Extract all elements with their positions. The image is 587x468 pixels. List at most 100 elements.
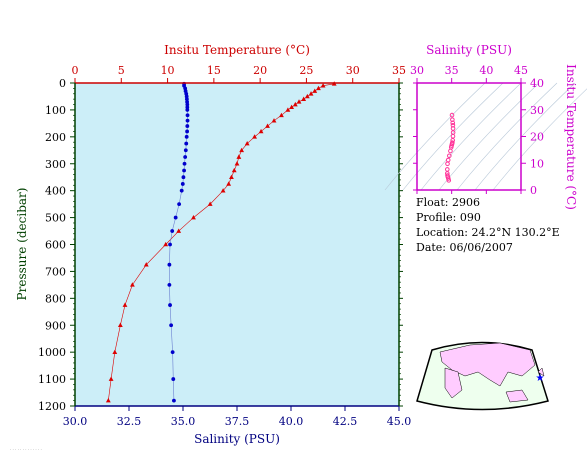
ts-point [450,120,456,126]
salinity-point [185,118,190,123]
ts-point [448,148,453,154]
salinity-point [185,105,190,110]
main-profile-plot: 0 5 10 15 20 25 30 35 30.0 32.5 35.0 37.5 40.0 42.5 4… [15,43,411,446]
temperature-point [231,167,237,173]
temperature-point [292,101,298,107]
pressure-tick-label: 0 [59,77,66,90]
temperature-point [122,302,128,307]
ts-point [446,176,451,181]
salinity-point [180,182,185,186]
temperature-point [143,262,149,267]
salinity-point [173,215,178,220]
temperature-tick-label: 35 [392,64,406,77]
footer-mark: · · · · · · · · · · · · · [10,447,42,452]
temperature-point [226,181,232,186]
temperature-tick-label: 30 [346,64,360,77]
temperature-tick-label: 20 [253,64,267,77]
temperature-point [163,241,169,247]
temperature-point [207,201,213,206]
salinity-point [183,155,188,159]
ts-x-tick-label: 45 [514,64,528,77]
temperature-point [176,228,182,233]
salinity-point [172,398,176,403]
salinity-point [184,134,189,139]
salinity-point [171,377,176,381]
density-isoline [384,82,486,191]
temperature-tick-label: 10 [161,64,175,77]
temperature-point [191,214,196,220]
temperature-point [312,88,318,93]
map-land [439,342,545,403]
salinity-tick-label: 30.0 [63,415,88,428]
salinity-point [182,161,187,166]
pressure-axis-label: Pressure (decibar) [15,188,29,301]
pressure-tick-label: 400 [45,185,66,198]
salinity-axis-label: Salinity (PSU) [194,432,280,446]
pressure-tick-label: 700 [45,265,66,278]
pressure-tick-label: 900 [45,319,66,332]
temperature-point [220,188,226,193]
temperature-point [320,83,326,88]
salinity-tick-label: 32.5 [117,415,142,428]
temperature-point [234,161,240,166]
temperature-tick-label: 15 [207,64,221,77]
ts-y-tick-label: 40 [530,77,544,90]
salinity-point [183,148,188,153]
salinity-point [182,168,186,173]
salinity-point [185,102,190,107]
salinity-point [181,175,186,180]
temperature-point [105,398,111,403]
ts-x-tick-label: 30 [410,64,424,77]
ts-point [447,153,452,159]
temperature-point [271,118,277,123]
location-map: ★ [416,341,549,411]
pressure-tick-label: 100 [45,104,66,117]
main-plot-background [75,83,399,406]
salinity-tick-label: 35.0 [171,415,196,428]
temperature-point [279,112,284,118]
salinity-tick-label: 45.0 [387,415,412,428]
temperature-point [296,99,302,104]
salinity-point [185,108,190,112]
salinity-point [185,124,190,128]
temperature-point [229,174,234,180]
salinity-point [185,113,190,118]
ts-y-tick-label: 0 [530,184,537,197]
ts-point [445,161,450,167]
float-location-star: ★ [536,373,545,384]
location-text: Location: 24.2°N 130.2°E [416,226,560,239]
temperature-point [289,104,295,110]
temperature-point [244,140,250,146]
temperature-point [252,134,257,139]
pressure-tick-label: 500 [45,212,66,225]
temperature-point [308,91,314,96]
density-isoline [492,88,587,191]
pressure-tick-label: 200 [45,131,66,144]
salinity-tick-label: 37.5 [225,415,250,428]
salinity-point [169,323,174,328]
temperature-point [239,147,245,153]
temperature-tick-label: 0 [72,64,79,77]
temperature-point [236,154,242,159]
profile-number: Profile: 090 [416,211,481,224]
ts-y-tick-label: 20 [530,131,544,144]
salinity-point [168,303,172,307]
salinity-point [170,350,175,355]
pressure-tick-label: 600 [45,239,66,252]
salinity-point [170,229,175,233]
salinity-tick-label: 42.5 [333,415,358,428]
ts-y-tick-label: 30 [530,104,544,117]
salinity-point [179,188,184,193]
float-id: Float: 2906 [416,196,480,209]
temperature-point [265,123,270,128]
ts-y-tick-label: 10 [530,157,544,170]
temperature-axis-label: Insitu Temperature (°C) [164,43,310,57]
ts-x-tick-label: 40 [479,64,493,77]
date-text: Date: 06/06/2007 [416,241,513,254]
temperature-point [301,96,307,101]
salinity-point [177,202,182,207]
salinity-tick-label: 40.0 [279,415,304,428]
pressure-tick-label: 300 [45,158,66,171]
temperature-point [108,376,114,381]
